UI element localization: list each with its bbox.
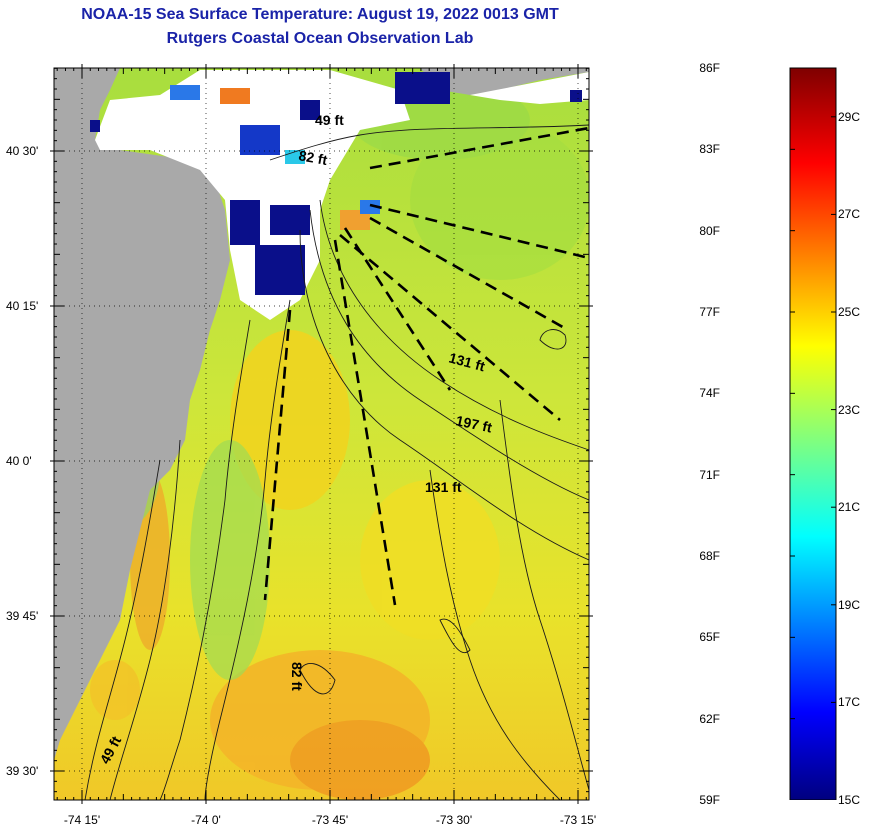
- depth-label: 197 ft: [454, 412, 493, 435]
- colorbar-gradient: [789, 67, 837, 800]
- depth-label: 49 ft: [315, 112, 344, 128]
- colorbar-celsius-label: 27C: [838, 207, 861, 222]
- latitude-label: 40 15': [6, 299, 38, 313]
- colorbar-fahrenheit-label: 74F: [699, 386, 720, 401]
- latitude-label: 39 45': [6, 609, 38, 623]
- colorbar-fahrenheit-label: 83F: [699, 142, 720, 157]
- colorbar-fahrenheit-label: 68F: [699, 549, 720, 563]
- cloud-cold-pixels: [90, 72, 582, 295]
- depth-label: 82 ft: [289, 662, 305, 691]
- land-long-island: [420, 68, 589, 95]
- gridlines: [54, 68, 589, 800]
- cloud-mask-upper: [470, 72, 589, 104]
- colorbar-fahrenheit-label: 77F: [699, 305, 720, 319]
- longitude-label: -73 15': [560, 813, 596, 827]
- colorbar-fahrenheit-label: 62F: [699, 711, 720, 726]
- depth-contours: [84, 124, 589, 800]
- colorbar-celsius-label: 29C: [838, 109, 861, 124]
- map-subtitle: Rutgers Coastal Ocean Observation Lab: [166, 30, 474, 47]
- longitude-label: -73 30': [436, 813, 472, 827]
- latitude-labels: 40 30' 40 15' 40 0' 39 45' 39 30': [6, 144, 38, 778]
- longitude-label: -74 0': [191, 813, 221, 827]
- colorbar-fahrenheit-label: 80F: [699, 223, 720, 238]
- colorbar-celsius-label: 23C: [838, 402, 861, 417]
- cloud-mask: [95, 70, 410, 320]
- longitude-label: -74 15': [64, 813, 100, 827]
- latitude-label: 39 30': [6, 764, 38, 778]
- colorbar-fahrenheit-label: 86F: [699, 61, 720, 75]
- depth-label: 131 ft: [425, 479, 462, 495]
- depth-label: 82 ft: [297, 147, 328, 168]
- latitude-label: 40 30': [6, 144, 38, 158]
- longitude-label: -73 45': [312, 813, 348, 827]
- latitude-label: 40 0': [6, 454, 32, 468]
- colorbar-fahrenheit-label: 59F: [699, 793, 720, 807]
- shipping-lanes: [263, 126, 589, 606]
- colorbar-celsius-label: 15C: [838, 793, 861, 807]
- colorbar-celsius-label: 17C: [838, 695, 861, 710]
- land-new-jersey: [54, 68, 230, 760]
- colorbar-fahrenheit-label: 65F: [699, 630, 720, 645]
- map-title: NOAA-15 Sea Surface Temperature: August …: [81, 6, 559, 23]
- colorbar-celsius-label: 21C: [838, 500, 861, 515]
- colorbar-fahrenheit-label: 71F: [699, 467, 720, 482]
- colorbar-celsius-label: 25C: [838, 305, 861, 319]
- colorbar-celsius-label: 19C: [838, 597, 861, 612]
- longitude-labels: -74 15' -74 0' -73 45' -73 30' -73 15': [64, 813, 596, 827]
